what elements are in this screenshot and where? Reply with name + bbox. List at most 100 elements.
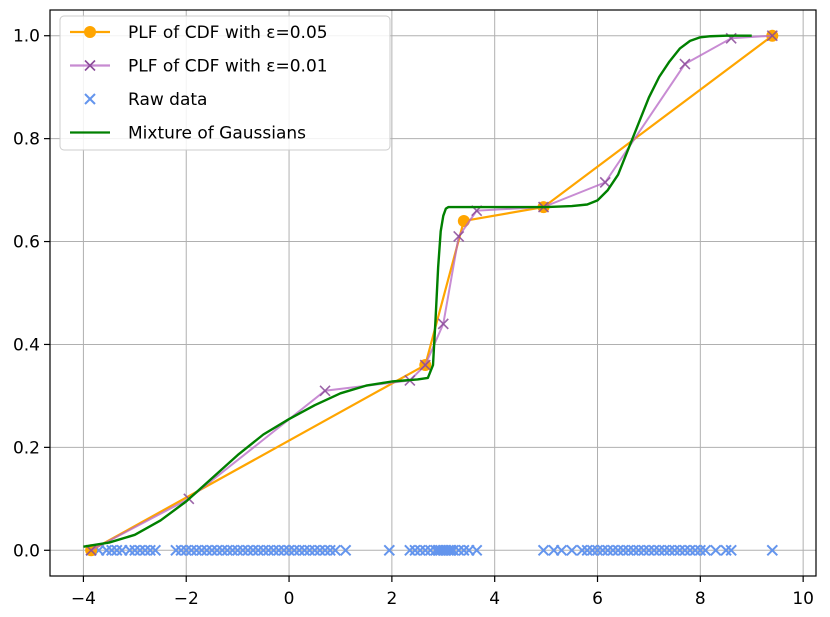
raw-data-point [447, 544, 460, 556]
legend-box [59, 15, 391, 151]
raw-data-point [658, 544, 671, 556]
raw-data-point [329, 544, 342, 556]
raw-data-point [710, 544, 722, 556]
legend-label: Raw data [128, 90, 207, 110]
raw-data-point [607, 544, 619, 556]
raw-data-point [689, 544, 701, 556]
plf-001-point [319, 385, 331, 397]
raw-data-point [720, 544, 732, 556]
raw-data-point [668, 544, 681, 556]
raw-data-point [252, 544, 264, 556]
y-tick-label: 0.2 [13, 438, 40, 458]
x-tick-label: 10 [792, 589, 814, 609]
legend-marker [84, 26, 96, 38]
raw-data-point [139, 544, 151, 556]
raw-data-point [288, 544, 300, 556]
raw-data-point [262, 544, 275, 556]
raw-data-point [555, 544, 568, 556]
raw-data-point [134, 544, 146, 556]
raw-data-point [309, 544, 321, 556]
raw-data-point [596, 544, 609, 556]
raw-data-point [679, 544, 691, 556]
raw-data-point [591, 544, 604, 556]
x-tick-label: −4 [71, 589, 96, 609]
x-tick-label: 6 [592, 589, 603, 609]
raw-data-point [409, 544, 421, 556]
raw-data-point [339, 544, 352, 556]
plf-001-point [453, 230, 465, 242]
raw-data-point [257, 544, 270, 556]
raw-data-point [452, 544, 465, 556]
raw-data-point [129, 544, 141, 556]
raw-data-point [221, 544, 234, 556]
raw-data-point [298, 544, 311, 556]
raw-data-point [278, 544, 290, 556]
legend: PLF of CDF with ε=0.05 PLF of CDF with ε=… [59, 15, 391, 151]
raw-data-point [170, 544, 182, 556]
raw-data-point [267, 544, 280, 556]
grid [50, 10, 816, 576]
x-tick-label: −2 [174, 589, 199, 609]
raw-data-point [537, 544, 550, 556]
raw-data-point [383, 544, 396, 556]
raw-data-point [283, 544, 295, 556]
legend-label: PLF of CDF with ε=0.01 [128, 57, 328, 77]
raw-data-point [231, 544, 244, 556]
raw-data-point [566, 544, 578, 556]
legend-entry: Mixture of Gaussians [70, 124, 306, 144]
raw-data-point [638, 544, 650, 556]
legend-entry: PLF of CDF with ε=0.05 [70, 23, 328, 43]
raw-data-point [612, 544, 624, 556]
plf-005-point [457, 214, 470, 227]
raw-data-point [581, 544, 593, 556]
plot-area [83, 29, 779, 557]
raw-data-point [617, 544, 629, 556]
raw-data-point [111, 544, 123, 556]
raw-data-point [663, 544, 676, 556]
y-tick-label: 0.8 [13, 130, 40, 150]
y-tick-label: 1.0 [13, 27, 40, 47]
raw-data-point [303, 544, 316, 556]
y-tick-label: 0.6 [13, 233, 40, 253]
raw-data-point [643, 544, 655, 556]
raw-data-point [242, 544, 254, 556]
raw-data-point [185, 544, 198, 556]
raw-data-point [190, 544, 203, 556]
x-tick-label: 2 [386, 589, 397, 609]
raw-data-point [211, 544, 223, 556]
raw-data-point [442, 544, 455, 556]
plf-001-point [437, 318, 449, 330]
raw-data-point [123, 544, 136, 556]
plf-001-point [419, 359, 431, 371]
plf-001-point [679, 58, 691, 70]
raw-data-point [674, 544, 686, 556]
legend-label: PLF of CDF with ε=0.05 [128, 23, 328, 43]
raw-data-point [319, 544, 331, 556]
plf-001-point [599, 176, 611, 188]
raw-data-point [175, 544, 187, 556]
legend-entry: PLF of CDF with ε=0.01 [70, 57, 328, 77]
raw-data-point [653, 544, 665, 556]
raw-data-point [470, 544, 483, 556]
axes-frame [49, 9, 817, 577]
raw-data-point [404, 544, 416, 556]
raw-data-point [195, 544, 208, 556]
raw-data-point [180, 544, 192, 556]
x-tick-label: 8 [695, 589, 706, 609]
raw-data-point [201, 544, 213, 556]
y-tick-label: 0.0 [13, 541, 40, 561]
raw-data-point [648, 544, 660, 556]
plf-001-point [766, 30, 778, 42]
axis-ticks: −4 −2 0 2 4 6 8 10 0.0 0.2 0.4 0.6 0.8 1.0 [13, 27, 814, 609]
raw-data-point [206, 544, 218, 556]
raw-data-point [602, 544, 614, 556]
raw-data-point [144, 544, 156, 556]
legend-label: Mixture of Gaussians [128, 124, 306, 144]
raw-data-point [458, 544, 470, 556]
x-tick-label: 4 [489, 589, 500, 609]
raw-data-point [273, 544, 285, 556]
raw-data-point [247, 544, 259, 556]
raw-data-point [226, 544, 239, 556]
raw-data-point [576, 544, 588, 556]
